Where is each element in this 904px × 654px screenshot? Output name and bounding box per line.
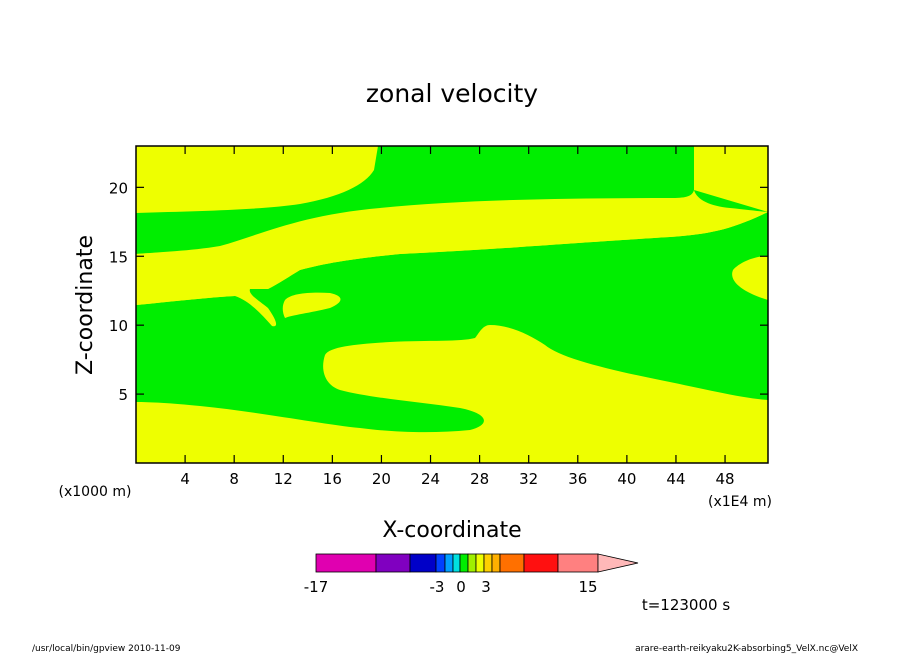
colorbar-segment (499, 553, 525, 573)
positive-band-middle (136, 196, 768, 305)
plot-frame (135, 145, 769, 464)
y-tick-label: 10 (109, 317, 128, 335)
y-unit-label: (x1000 m) (59, 484, 132, 500)
x-tick-label: 12 (274, 470, 293, 488)
x-tick-label: 4 (180, 470, 190, 488)
colorbar-segment (483, 553, 493, 573)
x-tick-label: 44 (666, 470, 685, 488)
colorbar-segment (315, 553, 377, 573)
colorbar-segment (444, 553, 454, 573)
colorbar-label-neg3: -3 (430, 578, 445, 596)
colorbar-segment (452, 553, 461, 573)
colorbar-segment (523, 553, 559, 573)
footer-left: /usr/local/bin/gpview 2010-11-09 (32, 644, 181, 654)
colorbar-segment (491, 553, 501, 573)
colorbar-labels: -17 -3 0 3 15 (304, 578, 598, 596)
y-axis-label: Z-coordinate (73, 235, 98, 375)
colorbar-segment (467, 553, 477, 573)
x-tick-label: 40 (617, 470, 636, 488)
chart-title: zonal velocity (366, 79, 538, 108)
x-tick-label: 20 (372, 470, 391, 488)
x-tick-label: 28 (470, 470, 489, 488)
positive-island (282, 292, 341, 318)
time-label: t=123000 s (642, 596, 730, 614)
footer-right: arare-earth-reikyaku2K-absorbing5_VelX.n… (635, 644, 858, 654)
colorbar-extend-arrow (597, 553, 639, 573)
x-tick-label: 24 (421, 470, 440, 488)
y-tick-label: 15 (109, 248, 128, 266)
colorbar (315, 553, 639, 573)
colorbar-label-min: -17 (304, 578, 329, 596)
colorbar-label-max: 15 (578, 578, 597, 596)
negative-region-upper (136, 146, 694, 254)
x-axis-label: X-coordinate (382, 518, 521, 543)
colorbar-segment (459, 553, 469, 573)
x-tick-label: 48 (716, 470, 735, 488)
x-tick-label: 8 (229, 470, 239, 488)
colorbar-label-zero: 0 (456, 578, 466, 596)
y-ticks: 5 10 15 20 (109, 179, 768, 404)
colorbar-segment (409, 553, 437, 573)
x-tick-label: 16 (323, 470, 342, 488)
colorbar-segment (435, 553, 446, 573)
colorbar-segment (557, 553, 599, 573)
colorbar-segment (375, 553, 411, 573)
y-tick-label: 5 (118, 386, 128, 404)
x-tick-label: 36 (568, 470, 587, 488)
colorbar-segment (475, 553, 485, 573)
y-tick-label: 20 (109, 179, 128, 197)
x-tick-label: 32 (519, 470, 538, 488)
colorbar-label-pos3: 3 (481, 578, 491, 596)
negative-region-right (136, 190, 768, 433)
x-ticks: 4 8 12 16 20 24 28 32 36 40 44 48 (180, 146, 735, 488)
x-unit-label: (x1E4 m) (708, 494, 772, 510)
